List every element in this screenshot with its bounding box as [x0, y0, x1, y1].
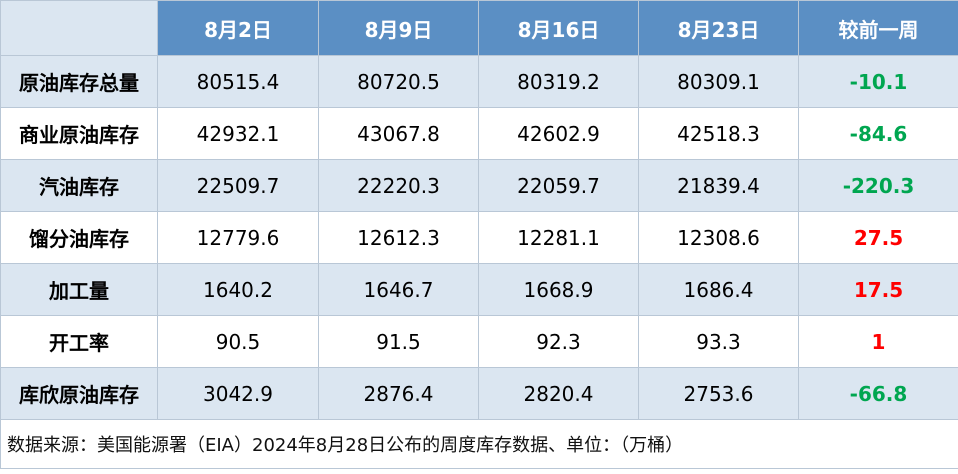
cell-change: -10.1 — [798, 55, 958, 108]
cell-value: 12281.1 — [478, 211, 639, 264]
table-row: 汽油库存 22509.7 22220.3 22059.7 21839.4 -22… — [0, 159, 958, 212]
cell-value: 2753.6 — [638, 367, 799, 420]
table-body: 原油库存总量 80515.4 80720.5 80319.2 80309.1 -… — [0, 55, 958, 469]
cell-value: 80309.1 — [638, 55, 799, 108]
cell-value: 12779.6 — [157, 211, 319, 264]
table-header: 8月2日 8月9日 8月16日 8月23日 较前一周 — [0, 0, 958, 56]
header-corner — [0, 0, 158, 56]
cell-value: 92.3 — [478, 315, 639, 368]
cell-value: 43067.8 — [318, 107, 479, 160]
row-label: 加工量 — [0, 263, 158, 316]
cell-change: 17.5 — [798, 263, 958, 316]
cell-change: 27.5 — [798, 211, 958, 264]
cell-value: 22059.7 — [478, 159, 639, 212]
cell-value: 21839.4 — [638, 159, 799, 212]
cell-value: 90.5 — [157, 315, 319, 368]
cell-value: 22220.3 — [318, 159, 479, 212]
cell-value: 80515.4 — [157, 55, 319, 108]
cell-change: -66.8 — [798, 367, 958, 420]
table-row: 原油库存总量 80515.4 80720.5 80319.2 80309.1 -… — [0, 55, 958, 108]
cell-value: 42518.3 — [638, 107, 799, 160]
table-row: 加工量 1640.2 1646.7 1668.9 1686.4 17.5 — [0, 263, 958, 316]
data-source-footnote: 数据来源：美国能源署（EIA）2024年8月28日公布的周度库存数据、单位：（万… — [0, 419, 958, 469]
table-row: 商业原油库存 42932.1 43067.8 42602.9 42518.3 -… — [0, 107, 958, 160]
row-label: 库欣原油库存 — [0, 367, 158, 420]
cell-value: 12612.3 — [318, 211, 479, 264]
row-label: 馏分油库存 — [0, 211, 158, 264]
header-col-aug2: 8月2日 — [157, 0, 319, 56]
cell-value: 93.3 — [638, 315, 799, 368]
row-label: 原油库存总量 — [0, 55, 158, 108]
header-col-aug9: 8月9日 — [318, 0, 479, 56]
row-label: 商业原油库存 — [0, 107, 158, 160]
cell-change: -220.3 — [798, 159, 958, 212]
row-label: 开工率 — [0, 315, 158, 368]
cell-value: 2876.4 — [318, 367, 479, 420]
cell-value: 3042.9 — [157, 367, 319, 420]
cell-value: 2820.4 — [478, 367, 639, 420]
cell-value: 42932.1 — [157, 107, 319, 160]
footnote-row: 数据来源：美国能源署（EIA）2024年8月28日公布的周度库存数据、单位：（万… — [0, 419, 958, 469]
cell-change: 1 — [798, 315, 958, 368]
cell-value: 42602.9 — [478, 107, 639, 160]
cell-value: 80720.5 — [318, 55, 479, 108]
cell-value: 1640.2 — [157, 263, 319, 316]
cell-value: 1686.4 — [638, 263, 799, 316]
row-label: 汽油库存 — [0, 159, 158, 212]
table-row: 库欣原油库存 3042.9 2876.4 2820.4 2753.6 -66.8 — [0, 367, 958, 420]
table-row: 馏分油库存 12779.6 12612.3 12281.1 12308.6 27… — [0, 211, 958, 264]
cell-value: 22509.7 — [157, 159, 319, 212]
cell-value: 80319.2 — [478, 55, 639, 108]
cell-value: 1646.7 — [318, 263, 479, 316]
cell-value: 12308.6 — [638, 211, 799, 264]
cell-value: 91.5 — [318, 315, 479, 368]
table-row: 开工率 90.5 91.5 92.3 93.3 1 — [0, 315, 958, 368]
header-col-aug23: 8月23日 — [638, 0, 799, 56]
header-col-aug16: 8月16日 — [478, 0, 639, 56]
header-col-change: 较前一周 — [798, 0, 958, 56]
cell-change: -84.6 — [798, 107, 958, 160]
cell-value: 1668.9 — [478, 263, 639, 316]
header-row: 8月2日 8月9日 8月16日 8月23日 较前一周 — [0, 0, 958, 56]
